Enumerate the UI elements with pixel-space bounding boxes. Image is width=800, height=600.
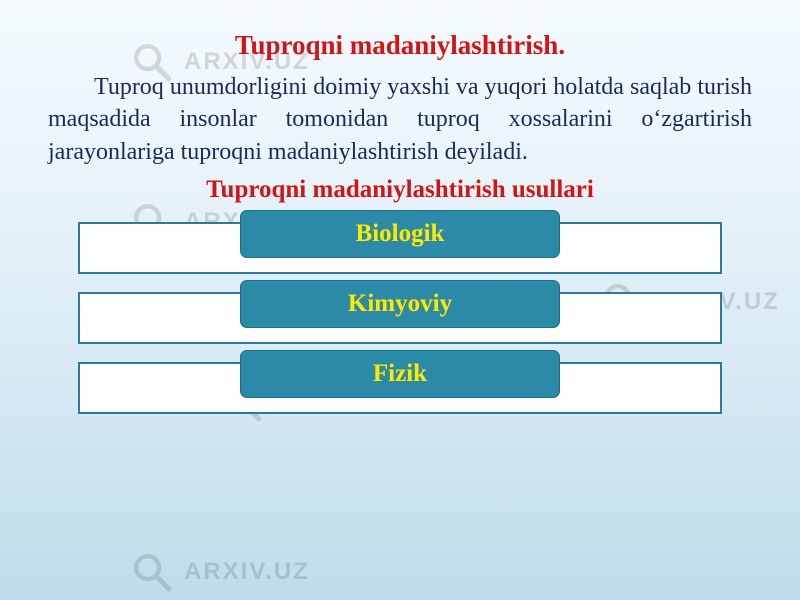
slide-body: Tuproq unumdorligini doimiy yaxshi va yu… xyxy=(48,71,752,168)
method-label: Fizik xyxy=(373,360,427,388)
method-pill: Fizik xyxy=(240,350,560,398)
method-row: Biologik xyxy=(78,222,722,274)
method-pill: Kimyoviy xyxy=(240,280,560,328)
methods-list: Biologik Kimyoviy Fizik xyxy=(48,222,752,414)
method-row: Fizik xyxy=(78,362,722,414)
method-label: Biologik xyxy=(356,220,445,248)
slide-subtitle: Tuproqni madaniylashtirish usullari xyxy=(48,176,752,204)
slide-title: Tuproqni madaniylashtirish. xyxy=(48,30,752,61)
method-row: Kimyoviy xyxy=(78,292,722,344)
method-pill: Biologik xyxy=(240,210,560,258)
method-label: Kimyoviy xyxy=(348,290,452,318)
slide: Tuproqni madaniylashtirish. Tuproq unumd… xyxy=(0,0,800,600)
